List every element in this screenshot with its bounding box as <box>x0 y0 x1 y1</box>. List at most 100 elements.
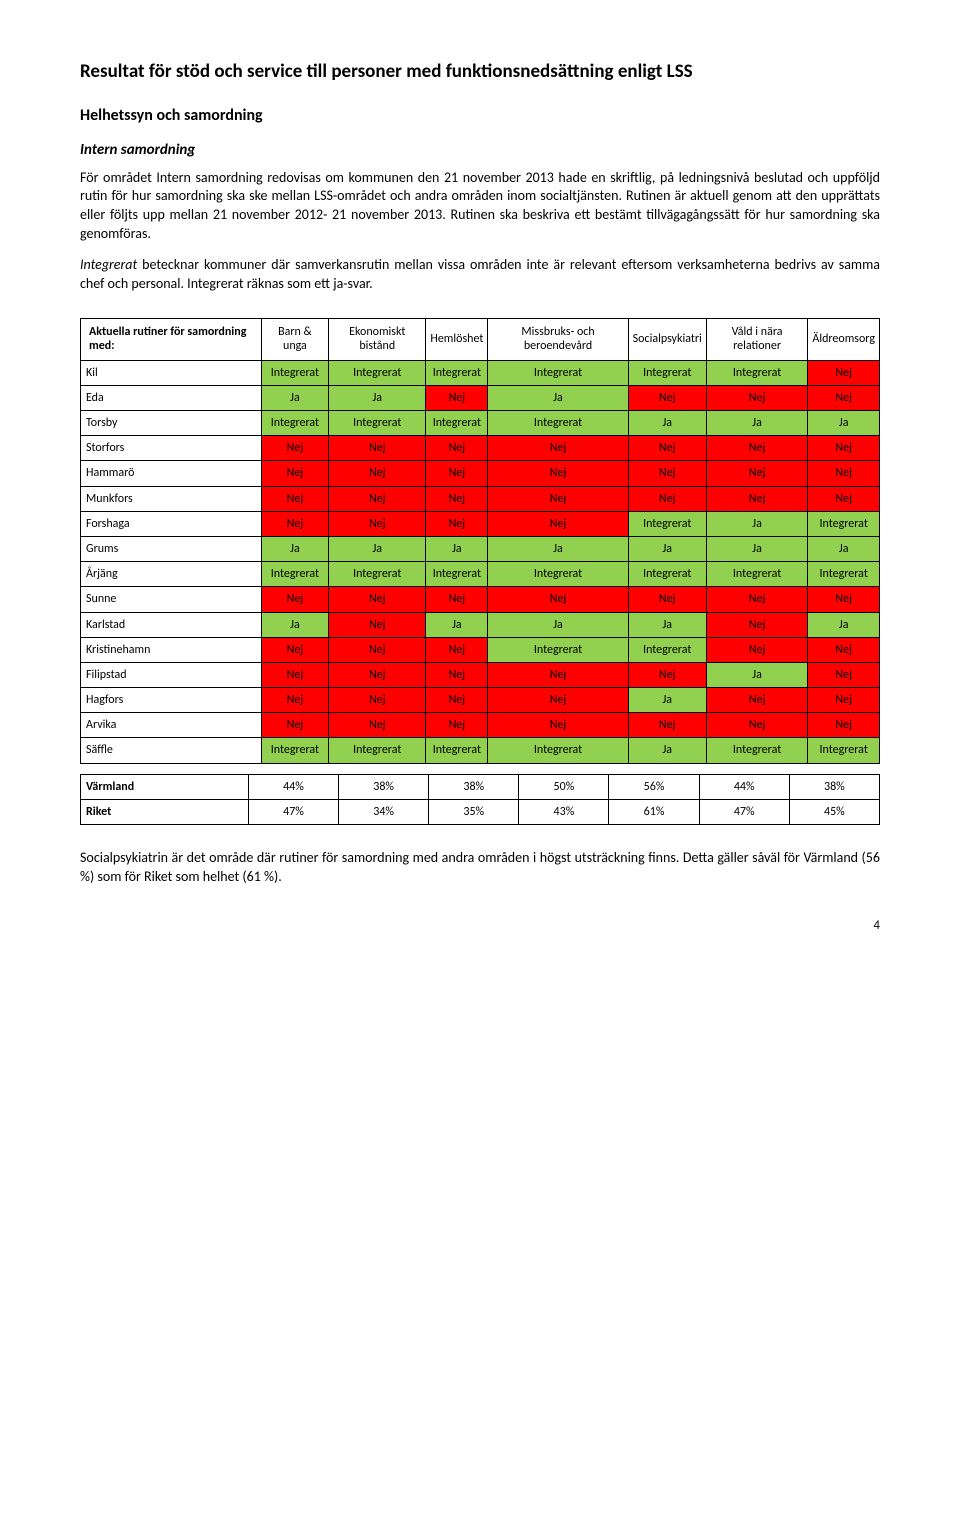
table-row: ÅrjängIntegreratIntegreratIntegreratInte… <box>81 562 880 587</box>
cell: Nej <box>426 436 488 461</box>
cell: Nej <box>426 587 488 612</box>
cell: Nej <box>426 385 488 410</box>
cell: Nej <box>426 511 488 536</box>
header-label: Aktuella rutiner för samordning med: <box>81 318 262 360</box>
cell: Integrerat <box>488 637 628 662</box>
col-header: Våld i nära relationer <box>706 318 808 360</box>
table-row: KilIntegreratIntegreratIntegreratIntegre… <box>81 360 880 385</box>
cell: Nej <box>488 486 628 511</box>
cell: Nej <box>706 461 808 486</box>
row-name: Kristinehamn <box>81 637 262 662</box>
cell: Nej <box>808 486 880 511</box>
summary-cell: 56% <box>609 774 699 799</box>
cell: Nej <box>628 587 706 612</box>
cell: Ja <box>329 536 426 561</box>
cell: Ja <box>426 536 488 561</box>
cell: Nej <box>329 688 426 713</box>
cell: Nej <box>426 461 488 486</box>
cell: Ja <box>706 511 808 536</box>
table-header-row: Aktuella rutiner för samordning med: Bar… <box>81 318 880 360</box>
cell: Nej <box>706 637 808 662</box>
table-row: MunkforsNejNejNejNejNejNejNej <box>81 486 880 511</box>
cell: Nej <box>706 713 808 738</box>
cell: Nej <box>706 385 808 410</box>
paragraph-1: För området Intern samordning redovisas … <box>80 169 880 245</box>
row-name: Arvika <box>81 713 262 738</box>
col-header: Hemlöshet <box>426 318 488 360</box>
page-number: 4 <box>80 917 880 935</box>
cell: Nej <box>426 662 488 687</box>
cell: Nej <box>329 587 426 612</box>
cell: Integrerat <box>329 360 426 385</box>
cell: Integrerat <box>426 411 488 436</box>
summary-cell: 44% <box>699 774 789 799</box>
cell: Integrerat <box>426 360 488 385</box>
cell: Nej <box>808 461 880 486</box>
cell: Nej <box>808 662 880 687</box>
main-table: Aktuella rutiner för samordning med: Bar… <box>80 318 880 764</box>
row-name: Säffle <box>81 738 262 763</box>
cell: Ja <box>426 612 488 637</box>
cell: Ja <box>706 411 808 436</box>
summary-cell: 50% <box>519 774 609 799</box>
table-row: EdaJaJaNejJaNejNejNej <box>81 385 880 410</box>
cell: Integrerat <box>628 360 706 385</box>
cell: Ja <box>261 536 328 561</box>
cell: Integrerat <box>261 738 328 763</box>
cell: Ja <box>329 385 426 410</box>
paragraph-2-lead: Integrerat <box>80 256 137 273</box>
cell: Nej <box>426 713 488 738</box>
row-name: Eda <box>81 385 262 410</box>
cell: Ja <box>808 536 880 561</box>
cell: Nej <box>808 385 880 410</box>
cell: Nej <box>488 436 628 461</box>
summary-cell: 45% <box>789 799 879 824</box>
summary-row: Värmland44%38%38%50%56%44%38% <box>81 774 880 799</box>
cell: Integrerat <box>261 360 328 385</box>
row-name: Årjäng <box>81 562 262 587</box>
cell: Ja <box>488 536 628 561</box>
col-header: Äldreomsorg <box>808 318 880 360</box>
cell: Nej <box>628 461 706 486</box>
cell: Nej <box>808 587 880 612</box>
summary-cell: 35% <box>429 799 519 824</box>
row-name: Forshaga <box>81 511 262 536</box>
cell: Ja <box>628 612 706 637</box>
col-header: Ekonomiskt bistånd <box>329 318 426 360</box>
cell: Integrerat <box>261 411 328 436</box>
cell: Integrerat <box>261 562 328 587</box>
cell: Nej <box>488 662 628 687</box>
table-row: HagforsNejNejNejNejJaNejNej <box>81 688 880 713</box>
cell: Ja <box>706 536 808 561</box>
cell: Integrerat <box>426 738 488 763</box>
summary-cell: 43% <box>519 799 609 824</box>
cell: Nej <box>488 461 628 486</box>
cell: Integrerat <box>628 637 706 662</box>
col-header: Socialpsykiatri <box>628 318 706 360</box>
summary-cell: 34% <box>339 799 429 824</box>
cell: Nej <box>488 587 628 612</box>
table-row: StorforsNejNejNejNejNejNejNej <box>81 436 880 461</box>
cell: Nej <box>628 713 706 738</box>
section-heading: Helhetssyn och samordning <box>80 105 880 127</box>
summary-cell: 38% <box>789 774 879 799</box>
cell: Nej <box>261 713 328 738</box>
cell: Ja <box>261 385 328 410</box>
cell: Nej <box>329 612 426 637</box>
cell: Nej <box>261 688 328 713</box>
cell: Integrerat <box>426 562 488 587</box>
cell: Nej <box>261 436 328 461</box>
summary-cell: 38% <box>429 774 519 799</box>
table-row: ArvikaNejNejNejNejNejNejNej <box>81 713 880 738</box>
row-name: Grums <box>81 536 262 561</box>
cell: Nej <box>329 637 426 662</box>
row-name: Kil <box>81 360 262 385</box>
cell: Ja <box>488 385 628 410</box>
cell: Nej <box>329 461 426 486</box>
cell: Integrerat <box>706 738 808 763</box>
cell: Integrerat <box>808 562 880 587</box>
closing-paragraph: Socialpsykiatrin är det område där rutin… <box>80 849 880 887</box>
cell: Integrerat <box>628 562 706 587</box>
cell: Nej <box>706 436 808 461</box>
cell: Nej <box>329 713 426 738</box>
